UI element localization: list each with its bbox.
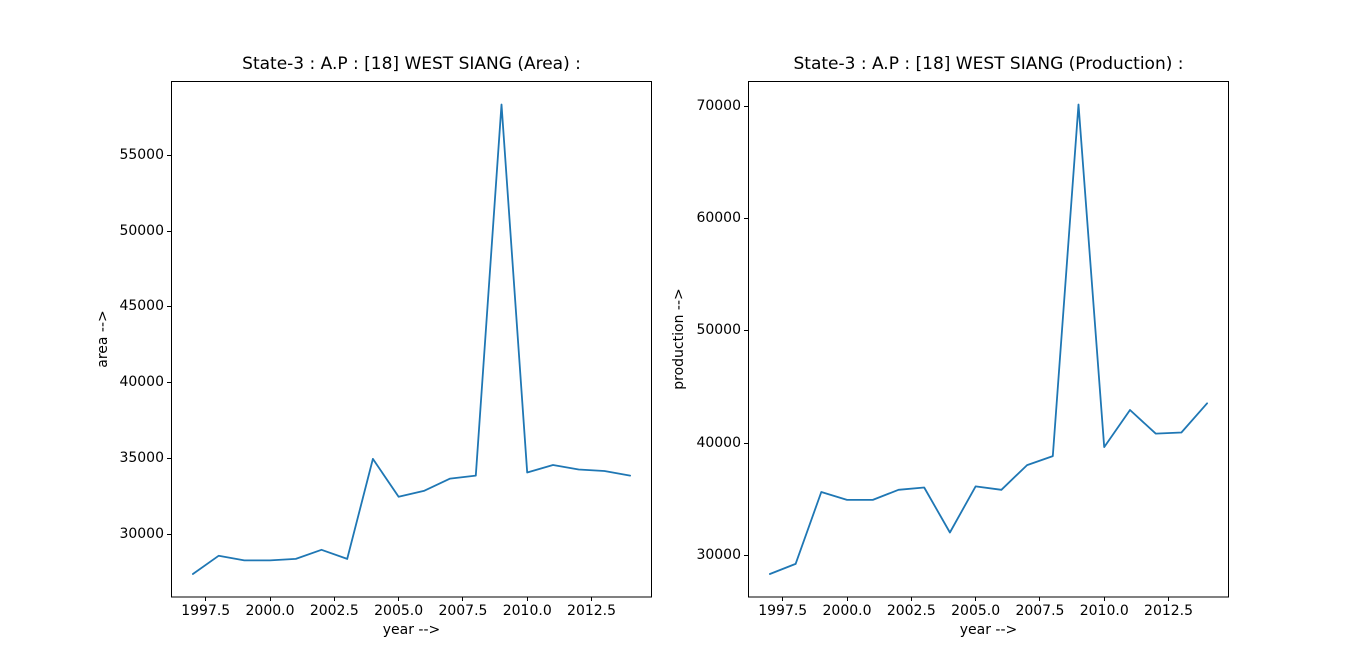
y-tick-label: 40000 (119, 374, 164, 391)
x-tick-label: 2002.5 (886, 603, 936, 619)
y-tick-mark (744, 330, 748, 332)
x-tick-mark (1039, 597, 1041, 601)
y-tick-mark (167, 154, 171, 156)
y-tick-label: 70000 (696, 97, 741, 114)
x-tick-label: 2012.5 (567, 603, 617, 619)
left-y-axis-label: area --> (95, 310, 111, 368)
x-tick-mark (205, 597, 207, 601)
data-line (191, 103, 632, 575)
x-tick-mark (975, 597, 977, 601)
x-tick-mark (462, 597, 464, 601)
x-tick-mark (846, 597, 848, 601)
y-tick-label: 30000 (696, 547, 741, 564)
y-tick-mark (167, 457, 171, 459)
left-chart-title: State-3 : A.P : [18] WEST SIANG (Area) : (242, 54, 581, 74)
y-tick-mark (744, 555, 748, 557)
x-tick-mark (1168, 597, 1170, 601)
x-tick-label: 2007.5 (438, 603, 488, 619)
left-x-axis-label: year --> (382, 622, 441, 638)
x-tick-mark (398, 597, 400, 601)
x-tick-label: 2005.0 (374, 603, 424, 619)
y-tick-label: 40000 (696, 434, 741, 451)
x-tick-mark (333, 597, 335, 601)
axes-spines (171, 80, 652, 597)
data-line (768, 103, 1209, 575)
x-tick-label: 2012.5 (1144, 603, 1194, 619)
x-tick-mark (269, 597, 271, 601)
y-tick-mark (744, 218, 748, 220)
y-tick-mark (167, 230, 171, 232)
right-y-axis-label: production --> (671, 288, 687, 390)
y-tick-mark (167, 306, 171, 308)
x-tick-label: 2000.0 (245, 603, 295, 619)
y-tick-label: 45000 (119, 298, 164, 315)
right-x-axis-label: year --> (959, 622, 1018, 638)
y-tick-mark (744, 105, 748, 107)
right-chart-title: State-3 : A.P : [18] WEST SIANG (Product… (793, 54, 1184, 74)
y-tick-label: 50000 (119, 222, 164, 239)
y-tick-label: 30000 (119, 525, 164, 542)
x-tick-mark (910, 597, 912, 601)
x-tick-label: 1997.5 (181, 603, 231, 619)
y-tick-label: 50000 (696, 322, 741, 339)
x-tick-label: 1997.5 (758, 603, 808, 619)
x-tick-mark (782, 597, 784, 601)
x-tick-label: 2002.5 (309, 603, 359, 619)
left-plot-area (171, 80, 652, 597)
x-tick-label: 2000.0 (822, 603, 872, 619)
y-tick-label: 55000 (119, 146, 164, 163)
axes-spines (748, 80, 1229, 597)
y-tick-mark (167, 382, 171, 384)
y-tick-mark (744, 442, 748, 444)
x-tick-mark (591, 597, 593, 601)
y-tick-label: 60000 (696, 210, 741, 227)
x-tick-label: 2010.0 (1079, 603, 1129, 619)
x-tick-label: 2010.0 (502, 603, 552, 619)
x-tick-mark (1103, 597, 1105, 601)
x-tick-mark (526, 597, 528, 601)
x-tick-label: 2007.5 (1015, 603, 1065, 619)
y-tick-label: 35000 (119, 449, 164, 466)
y-tick-mark (167, 533, 171, 535)
x-tick-label: 2005.0 (951, 603, 1001, 619)
right-plot-area (748, 80, 1229, 597)
